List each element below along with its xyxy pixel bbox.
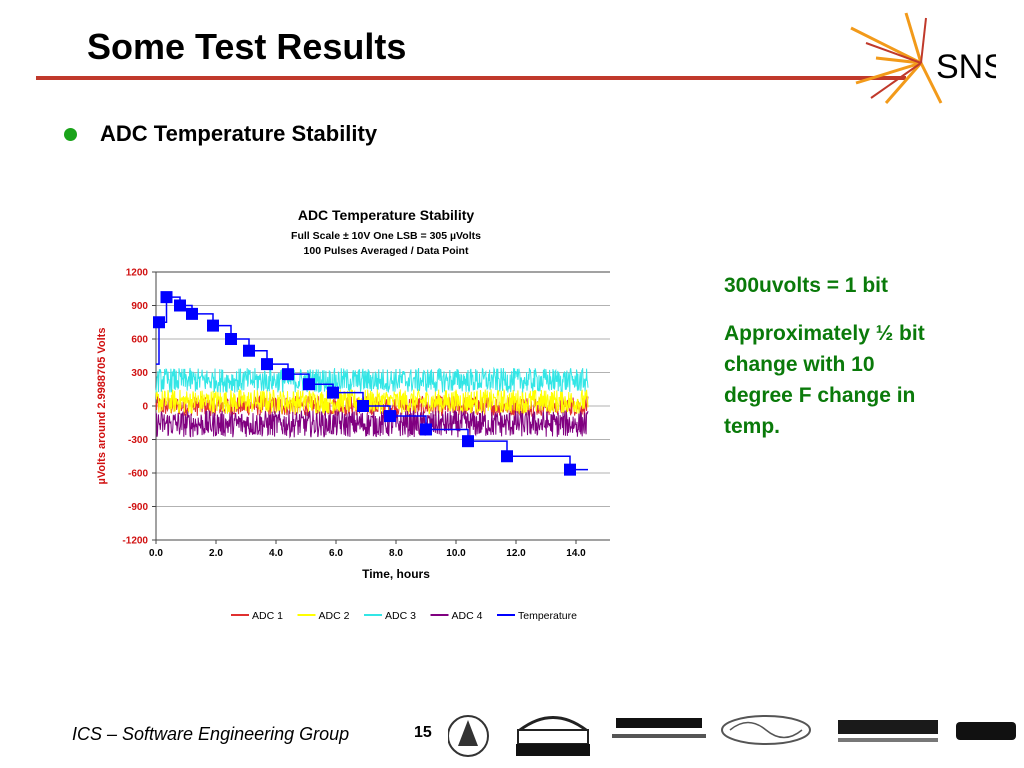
- berkeley-lab-logo: [516, 716, 590, 756]
- x-axis-label: Time, hours: [362, 567, 430, 581]
- series-adc-2: [155, 388, 589, 415]
- series-adc-3: [155, 366, 589, 393]
- note-lsb: 300uvolts = 1 bit: [724, 274, 888, 297]
- series-adc-4: [155, 409, 589, 439]
- chart-subtitle: Full Scale ± 10V One LSB = 305 µVolts: [291, 230, 481, 242]
- y-tick-left: -1200: [122, 536, 148, 547]
- sns-logo: SNS: [850, 12, 996, 104]
- temperature-step-block: [174, 299, 186, 312]
- partner-logos: [448, 715, 1016, 757]
- footer-group: ICS – Software Engineering Group: [72, 724, 350, 744]
- jefferson-lab-logo: [721, 715, 811, 745]
- x-tick: 10.0: [446, 548, 466, 559]
- title-rule: [36, 76, 906, 80]
- temperature-step-block: [153, 316, 165, 329]
- y-tick-left: 1200: [126, 268, 149, 279]
- slide-title: Some Test Results: [87, 26, 407, 67]
- los-alamos-logo: [838, 720, 938, 742]
- x-tick: 4.0: [269, 548, 283, 559]
- y-tick-left: 600: [131, 335, 148, 346]
- y-tick-left: 900: [131, 301, 148, 312]
- y-tick-left: 0: [142, 402, 148, 413]
- temperature-step-block: [384, 410, 396, 423]
- chart-title: ADC Temperature Stability: [298, 207, 475, 223]
- page-number: 15: [414, 724, 432, 741]
- sns-logo-text: SNS: [936, 48, 996, 86]
- temperature-step-block: [327, 386, 339, 399]
- temperature-step-block: [261, 358, 273, 371]
- legend-label: ADC 4: [452, 610, 483, 622]
- y-axis-label-left: µVolts around 2.9988705 Volts: [96, 328, 108, 485]
- legend-label: ADC 2: [319, 610, 350, 622]
- temperature-step-block: [462, 435, 474, 448]
- legend-label: ADC 3: [385, 610, 416, 622]
- bullet-dot: [64, 128, 77, 141]
- argonne-logo: [448, 715, 489, 757]
- temperature-step-block: [420, 423, 432, 436]
- x-tick: 12.0: [506, 548, 526, 559]
- x-tick: 14.0: [566, 548, 586, 559]
- bullet-text: ADC Temperature Stability: [100, 121, 378, 146]
- temperature-step-block: [564, 463, 576, 476]
- legend-label: Temperature: [518, 610, 577, 622]
- temperature-step-block: [303, 378, 315, 391]
- temperature-step-block: [207, 319, 219, 332]
- y-tick-left: -600: [128, 469, 148, 480]
- y-tick-left: 300: [131, 368, 148, 379]
- temperature-step-block: [357, 400, 369, 412]
- adc-chart: ADC Temperature Stability Full Scale ± 10…: [96, 207, 610, 622]
- temperature-step-block: [186, 307, 198, 320]
- temperature-step-block: [501, 450, 513, 463]
- temperature-step-block: [160, 291, 173, 304]
- x-tick: 6.0: [329, 548, 343, 559]
- temperature-step-block: [225, 333, 237, 345]
- y-tick-left: -300: [128, 435, 148, 446]
- note-approx: Approximately ½ bit change with 10 degre…: [724, 322, 925, 438]
- x-tick: 2.0: [209, 548, 223, 559]
- x-tick: 0.0: [149, 548, 163, 559]
- legend-label: ADC 1: [252, 610, 283, 622]
- brookhaven-logo: [612, 718, 706, 738]
- temperature-step-block: [282, 368, 294, 381]
- ornl-logo: [956, 722, 1016, 740]
- chart-subtitle: 100 Pulses Averaged / Data Point: [304, 245, 469, 257]
- x-tick: 8.0: [389, 548, 403, 559]
- temperature-step-block: [243, 344, 255, 357]
- y-tick-left: -900: [128, 502, 148, 513]
